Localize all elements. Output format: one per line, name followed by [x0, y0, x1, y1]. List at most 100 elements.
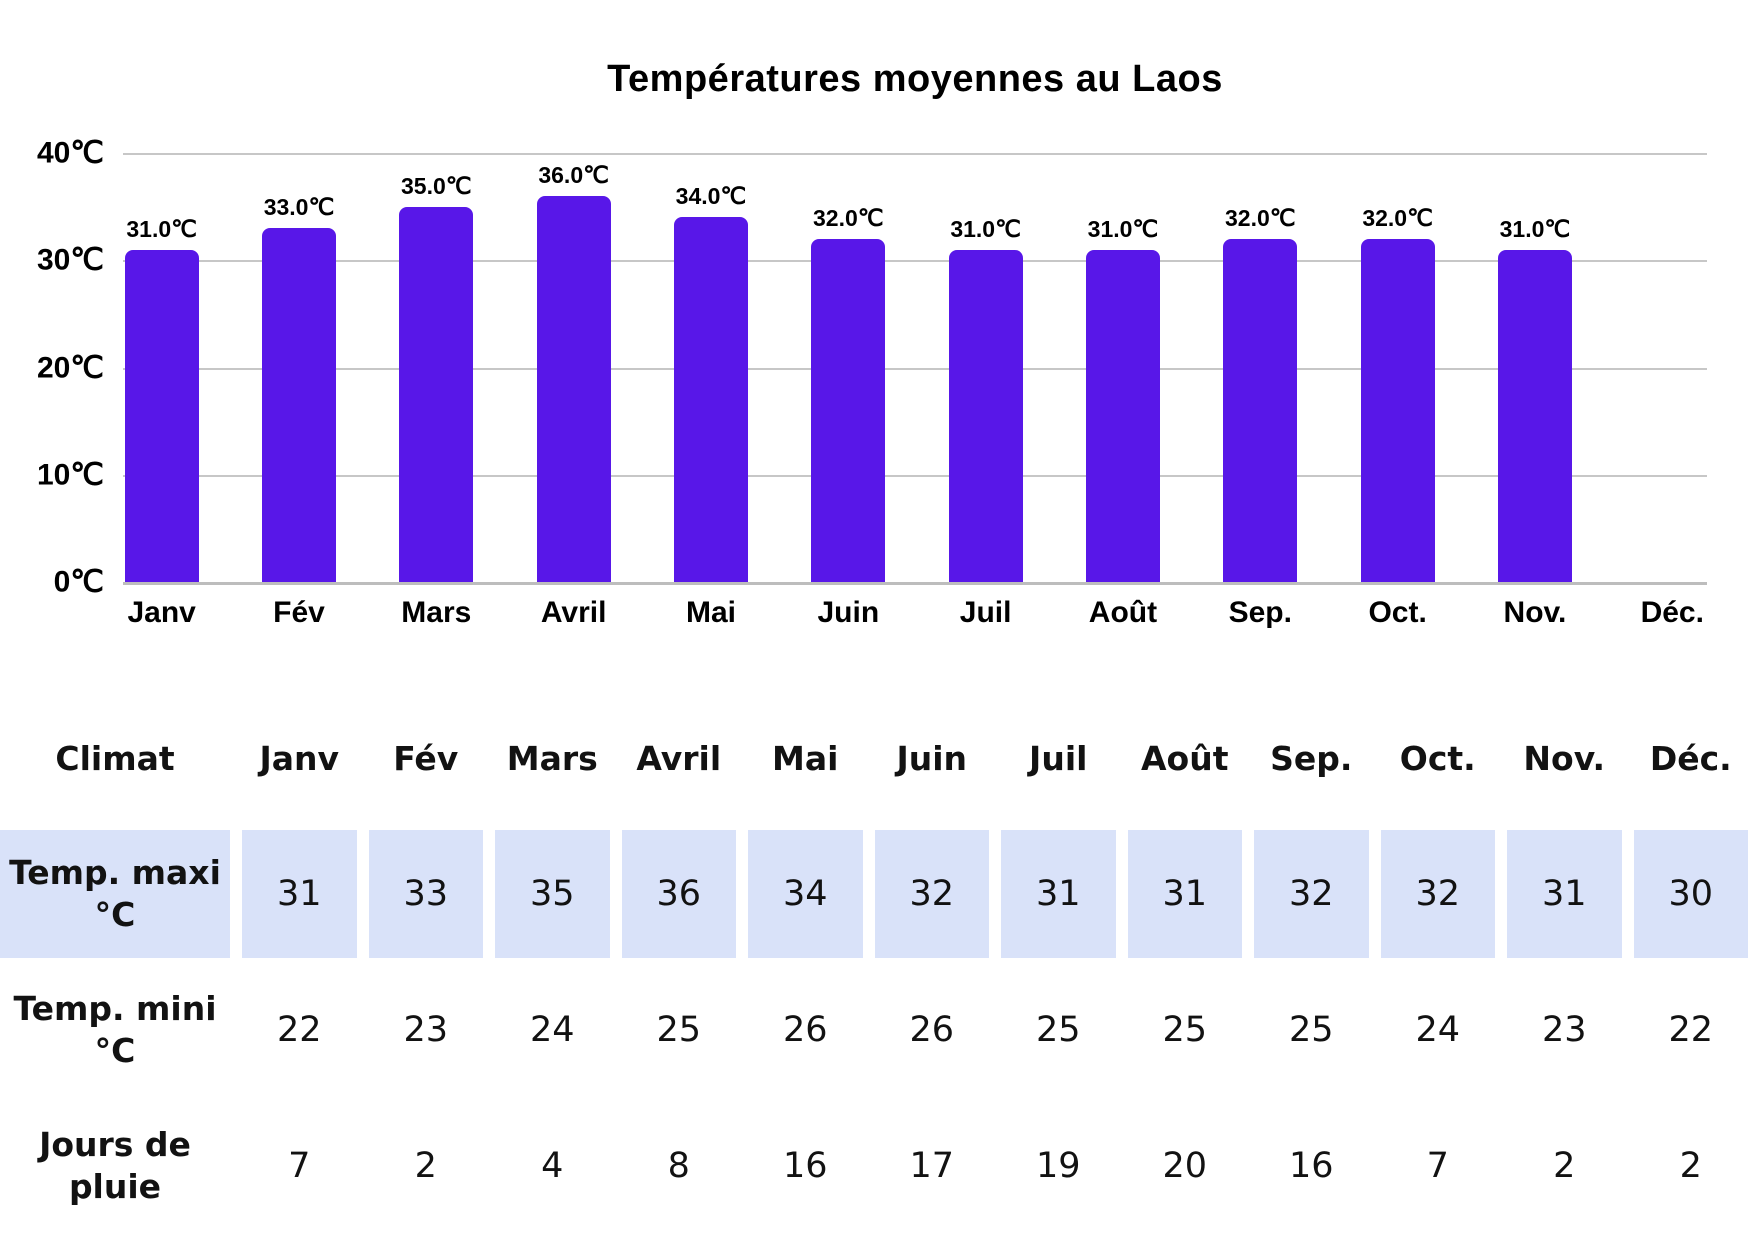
table-value-cell: 22 — [276, 1010, 322, 1050]
table-value-cell: 24 — [1415, 1010, 1461, 1050]
table-value-cell: 2 — [414, 1146, 437, 1186]
table-value-cell: 25 — [1035, 1010, 1081, 1050]
table-corner-label: Climat — [55, 738, 175, 778]
table-value-cell: 32 — [1380, 830, 1495, 958]
chart-slot-janv: 31.0℃ — [93, 153, 230, 582]
chart-slot-août: 31.0℃ — [1054, 153, 1191, 582]
bar-value-label: 31.0℃ — [126, 215, 197, 242]
x-axis-label: Mars — [401, 596, 472, 629]
bar-value-label: 33.0℃ — [263, 194, 335, 221]
gridline-30 — [123, 260, 1707, 263]
table-value-cell: 22 — [1668, 1010, 1714, 1050]
x-axis-label: Juin — [817, 596, 880, 629]
x-axis-label: Mai — [685, 596, 736, 629]
chart-slot-avril: 36.0℃ — [505, 153, 642, 582]
x-axis-label: Août — [1088, 596, 1158, 629]
bar-value-label: 31.0℃ — [950, 215, 1021, 242]
table-value-cell: 7 — [288, 1146, 311, 1186]
table-value-cell: 19 — [1035, 1146, 1081, 1186]
temperature-bar — [261, 228, 336, 582]
temperature-bar — [1360, 238, 1435, 582]
table-row-label-line: Jours de — [39, 1124, 191, 1164]
bar-value-label: 32.0℃ — [1362, 204, 1433, 231]
temperature-bar — [811, 238, 886, 582]
x-axis-label: Nov. — [1503, 596, 1567, 629]
table-value-cell: 26 — [909, 1010, 955, 1050]
table-value-cell: 34 — [748, 830, 863, 958]
x-axis-labels: Janv Fév Mars Avril Mai Juin Juil Août Sep. Oct. N… — [93, 596, 1741, 630]
table-value-cell: 26 — [782, 1010, 828, 1050]
temperature-bar — [399, 206, 474, 582]
plot-area — [123, 153, 1707, 585]
x-axis-label: Oct. — [1368, 596, 1427, 629]
table-value-cell: 17 — [909, 1146, 955, 1186]
bar-value-label: 36.0℃ — [538, 161, 609, 188]
table-row-label: Jours de pluie — [0, 1102, 230, 1230]
table-row-label-line: Temp. maxi — [9, 852, 221, 892]
table-value-cell: 35 — [495, 830, 610, 958]
table-value-cell: 7 — [1426, 1146, 1449, 1186]
chart-slot-déc. — [1604, 153, 1741, 582]
gridline-10 — [123, 474, 1707, 477]
table-value-cell: 30 — [1633, 830, 1748, 958]
table-column-header: Août — [1141, 738, 1229, 778]
temperature-bar — [948, 249, 1023, 582]
table-value-cell: 32 — [874, 830, 989, 958]
temperature-bar-chart: Températures moyennes au Laos 40℃ 30℃ 20… — [36, 58, 1741, 630]
table-column-header: Déc. — [1649, 738, 1732, 778]
bar-value-label: 32.0℃ — [1224, 204, 1296, 231]
table-column-header: Avril — [636, 738, 722, 778]
table-value-cell: 31 — [1127, 830, 1242, 958]
table-value-cell: 33 — [368, 830, 483, 958]
x-axis-label: Juil — [959, 596, 1012, 629]
chart-slot-nov.: 31.0℃ — [1466, 153, 1603, 582]
y-axis-tick: 30℃ — [36, 243, 104, 277]
table-value-cell: 36 — [621, 830, 736, 958]
temperature-bar — [124, 249, 199, 582]
climate-table: Climat Janv Fév Mars Avril Mai Juin Juil Août Se… — [0, 694, 1748, 1230]
chart-slot-mars: 35.0℃ — [368, 153, 505, 582]
table-value-cell: 2 — [1679, 1146, 1702, 1186]
temperature-bar — [1085, 249, 1160, 582]
table-column-header: Sep. — [1270, 738, 1353, 778]
gridline-40 — [123, 153, 1707, 155]
gridline-20 — [123, 367, 1707, 370]
x-axis-label: Janv — [127, 596, 196, 629]
table-value-cell: 4 — [541, 1146, 564, 1186]
chart-slot-juin: 32.0℃ — [780, 153, 917, 582]
table-value-cell: 23 — [1541, 1010, 1587, 1050]
bar-value-label: 34.0℃ — [675, 183, 747, 210]
table-column-header: Oct. — [1399, 738, 1476, 778]
y-axis-tick: 40℃ — [36, 136, 104, 170]
table-value-cell: 25 — [656, 1010, 702, 1050]
x-axis-label: Sep. — [1228, 596, 1292, 629]
chart-slot-oct.: 32.0℃ — [1329, 153, 1466, 582]
table-value-cell: 8 — [667, 1146, 690, 1186]
bar-value-label: 31.0℃ — [1087, 215, 1159, 242]
table-value-cell: 23 — [403, 1010, 449, 1050]
table-value-cell: 31 — [1507, 830, 1622, 958]
table-value-cell: 31 — [1001, 830, 1116, 958]
table-column-header: Mai — [772, 738, 839, 778]
axis-baseline — [123, 582, 1707, 585]
table-value-cell: 31 — [242, 830, 357, 958]
temperature-bar — [673, 217, 748, 582]
table-column-header: Fév — [393, 738, 459, 778]
table-column-header: Juin — [896, 738, 968, 778]
bar-value-label: 32.0℃ — [813, 204, 884, 231]
table-value-cell: 16 — [782, 1146, 828, 1186]
table-value-cell: 2 — [1553, 1146, 1576, 1186]
bars-row: 31.0℃ 33.0℃ 35.0℃ 36.0℃ 34.0℃ 32.0℃ 31.0℃ 31.0℃… — [93, 153, 1741, 582]
temperature-bar — [1223, 238, 1298, 582]
table-value-cell: 25 — [1162, 1010, 1208, 1050]
table-value-cell: 16 — [1288, 1146, 1334, 1186]
table-row-label-line: pluie — [68, 1167, 162, 1206]
chart-slot-sep.: 32.0℃ — [1192, 153, 1329, 582]
chart-title: Températures moyennes au Laos — [607, 58, 1223, 100]
y-axis-tick: 0℃ — [53, 565, 104, 599]
y-axis-tick: 20℃ — [36, 351, 104, 385]
chart-slot-mai: 34.0℃ — [642, 153, 779, 582]
table-row-label: Temp. mini °C — [0, 966, 230, 1094]
table-row-label-line: Temp. mini — [13, 988, 217, 1028]
table-value-cell: 25 — [1288, 1010, 1334, 1050]
